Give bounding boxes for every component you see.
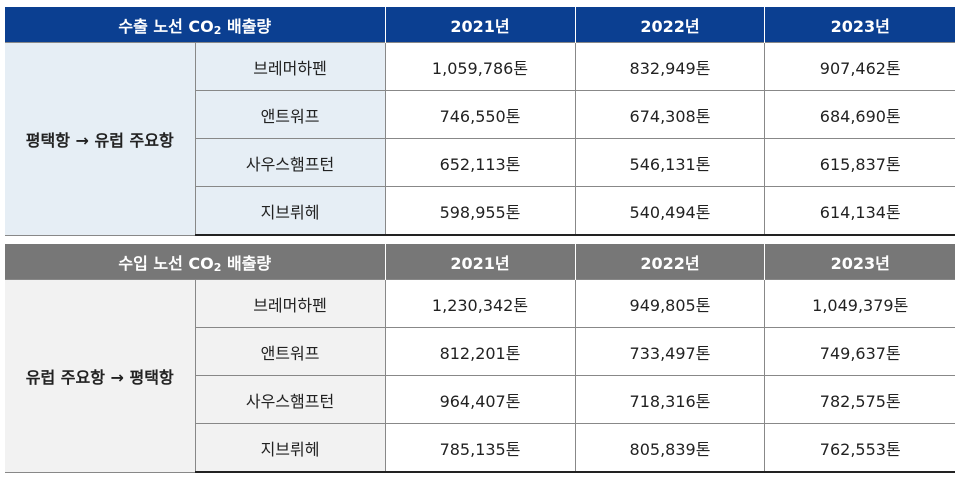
table-row: 사우스햄프턴 964,407톤 718,316톤 782,575톤: [5, 375, 955, 424]
year-header: 2021년: [385, 244, 576, 280]
value-cell: 718,316톤: [574, 375, 766, 424]
value-cell: 1,230,342톤: [384, 279, 576, 328]
route-cell: 유럽 주요항 → 평택항: [5, 279, 196, 473]
value-cell: 684,690톤: [764, 90, 955, 139]
value-cell: 762,553톤: [764, 423, 955, 473]
value-cell: 785,135톤: [384, 423, 576, 473]
value-cell: 749,637톤: [764, 327, 955, 376]
table-row: 지브뤼헤 598,955톤 540,494톤 614,134톤: [5, 186, 955, 236]
table-row: 지브뤼헤 785,135톤 805,839톤 762,553톤: [5, 423, 955, 473]
value-cell: 746,550톤: [384, 90, 576, 139]
port-cell: 앤트워프: [195, 327, 386, 376]
title-subscript: 2: [213, 260, 222, 274]
value-cell: 652,113톤: [384, 138, 576, 187]
year-header: 2023년: [764, 7, 955, 43]
year-header: 2023년: [764, 244, 955, 280]
table-row: 유럽 주요항 → 평택항 브레머하펜 1,230,342톤 949,805톤 1,049…: [5, 279, 955, 473]
port-cell: 사우스햄프턴: [195, 375, 386, 424]
value-cell: 674,308톤: [574, 90, 766, 139]
value-cell: 598,955톤: [384, 186, 576, 236]
value-cell: 949,805톤: [574, 279, 766, 328]
title-subscript: 2: [213, 23, 222, 37]
value-cell: 1,049,379톤: [764, 279, 955, 328]
title-text: 수입 노선 CO: [118, 253, 214, 273]
value-cell: 907,462톤: [764, 42, 955, 91]
export-emissions-table: 수출 노선 CO2 배출량 2021년 2022년 2023년 평택항 → 유럽 주요항…: [5, 7, 955, 236]
port-cell: 브레머하펜: [194, 279, 386, 328]
table-row: 평택항 → 유럽 주요항 브레머하펜 1,059,786톤 832,949톤 907,4…: [5, 42, 955, 236]
value-cell: 964,407톤: [384, 375, 576, 424]
value-cell: 615,837톤: [764, 138, 955, 187]
value-cell: 546,131톤: [574, 138, 766, 187]
port-cell: 사우스햄프턴: [195, 138, 386, 187]
value-cell: 1,059,786톤: [384, 42, 576, 91]
value-cell: 832,949톤: [574, 42, 766, 91]
port-cell: 지브뤼헤: [195, 423, 386, 473]
title-text: 배출량: [221, 16, 272, 36]
table-title: 수출 노선 CO2 배출량: [5, 7, 386, 43]
import-emissions-table: 수입 노선 CO2 배출량 2021년 2022년 2023년 유럽 주요항 → 평택항…: [5, 244, 955, 473]
table-row: 앤트워프 746,550톤 674,308톤 684,690톤: [5, 90, 955, 139]
value-cell: 782,575톤: [764, 375, 955, 424]
title-text: 수출 노선 CO: [118, 16, 214, 36]
header-row: 수입 노선 CO2 배출량 2021년 2022년 2023년: [5, 244, 955, 280]
year-header: 2022년: [575, 7, 766, 43]
table-title: 수입 노선 CO2 배출량: [5, 244, 386, 280]
year-header: 2021년: [385, 7, 576, 43]
table-row: 사우스햄프턴 652,113톤 546,131톤 615,837톤: [5, 138, 955, 187]
title-text: 배출량: [221, 253, 272, 273]
route-cell: 평택항 → 유럽 주요항: [5, 42, 196, 236]
port-cell: 지브뤼헤: [195, 186, 386, 236]
value-cell: 540,494톤: [574, 186, 766, 236]
port-cell: 앤트워프: [195, 90, 386, 139]
year-header: 2022년: [575, 244, 766, 280]
value-cell: 614,134톤: [764, 186, 955, 236]
header-row: 수출 노선 CO2 배출량 2021년 2022년 2023년: [5, 7, 955, 43]
value-cell: 812,201톤: [384, 327, 576, 376]
value-cell: 733,497톤: [574, 327, 766, 376]
value-cell: 805,839톤: [574, 423, 766, 473]
port-cell: 브레머하펜: [194, 42, 386, 91]
